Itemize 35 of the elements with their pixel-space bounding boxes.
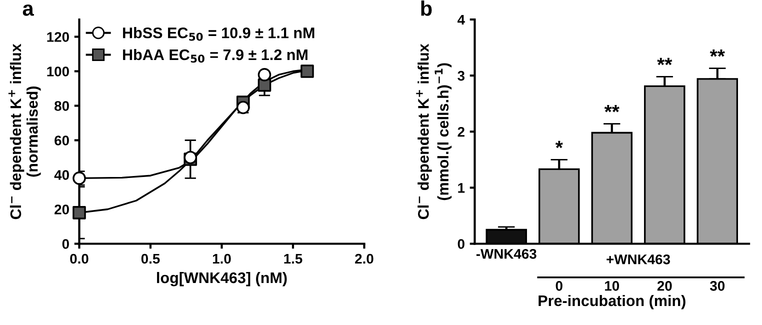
y-tick-label: 2 bbox=[458, 126, 464, 137]
legend-label: HbSS EC$_{50}$ = 10.9 ± 1.1 nM bbox=[123, 27, 314, 41]
annotation: ** bbox=[604, 104, 620, 112]
y-tick-label: 4 bbox=[457, 14, 465, 25]
x-tick-label: 1.0 bbox=[212, 254, 231, 264]
y-tick-label: 60 bbox=[54, 136, 69, 146]
y-tick-label: 120 bbox=[47, 32, 69, 42]
x-tick-label: 0 bbox=[556, 280, 562, 291]
x-tick-label: 0.0 bbox=[70, 254, 88, 264]
chart-title: a bbox=[22, 4, 34, 16]
y-axis-title: Cl$^{−}$ dependent K$^{+}$ influx (normalised) bbox=[8, 44, 41, 220]
y-tick-label: 80 bbox=[54, 101, 69, 111]
x-axis-title: Pre-incubation (min) bbox=[538, 294, 686, 310]
y-tick-label: 0 bbox=[458, 239, 464, 249]
annotation: ** bbox=[710, 49, 725, 57]
x-tick-label: 30 bbox=[710, 280, 725, 291]
x-tick-label: 1.5 bbox=[284, 254, 302, 264]
y-axis-title: Cl$^{−}$ dependent K$^{+}$ influx (mmol.(l cells.h)$^{−1}$) bbox=[416, 44, 452, 220]
chart-title: b bbox=[421, 0, 432, 16]
x-axis-title: log[WNK463] (nM) bbox=[157, 272, 287, 286]
y-tick-label: 1 bbox=[458, 183, 465, 193]
x-tick-label: 0.5 bbox=[141, 254, 160, 264]
y-tick-label: 40 bbox=[54, 170, 69, 180]
y-tick-label: 100 bbox=[47, 66, 69, 76]
annotation: * bbox=[555, 140, 563, 148]
y-tick-label: 20 bbox=[54, 204, 69, 214]
y-tick-label: 0 bbox=[62, 239, 69, 249]
text: +WNK463 bbox=[606, 254, 670, 264]
x-tick-label: 10 bbox=[605, 280, 620, 291]
legend-label: HbAA EC$_{50}$ = 7.9 ± 1.2 nM bbox=[123, 48, 308, 63]
x-tick-label: 2.0 bbox=[355, 254, 374, 264]
y-tick-label: 3 bbox=[458, 70, 465, 81]
x-tick-label: -WNK463 bbox=[476, 248, 536, 259]
x-tick-label: 20 bbox=[657, 280, 672, 291]
annotation: ** bbox=[657, 58, 672, 66]
